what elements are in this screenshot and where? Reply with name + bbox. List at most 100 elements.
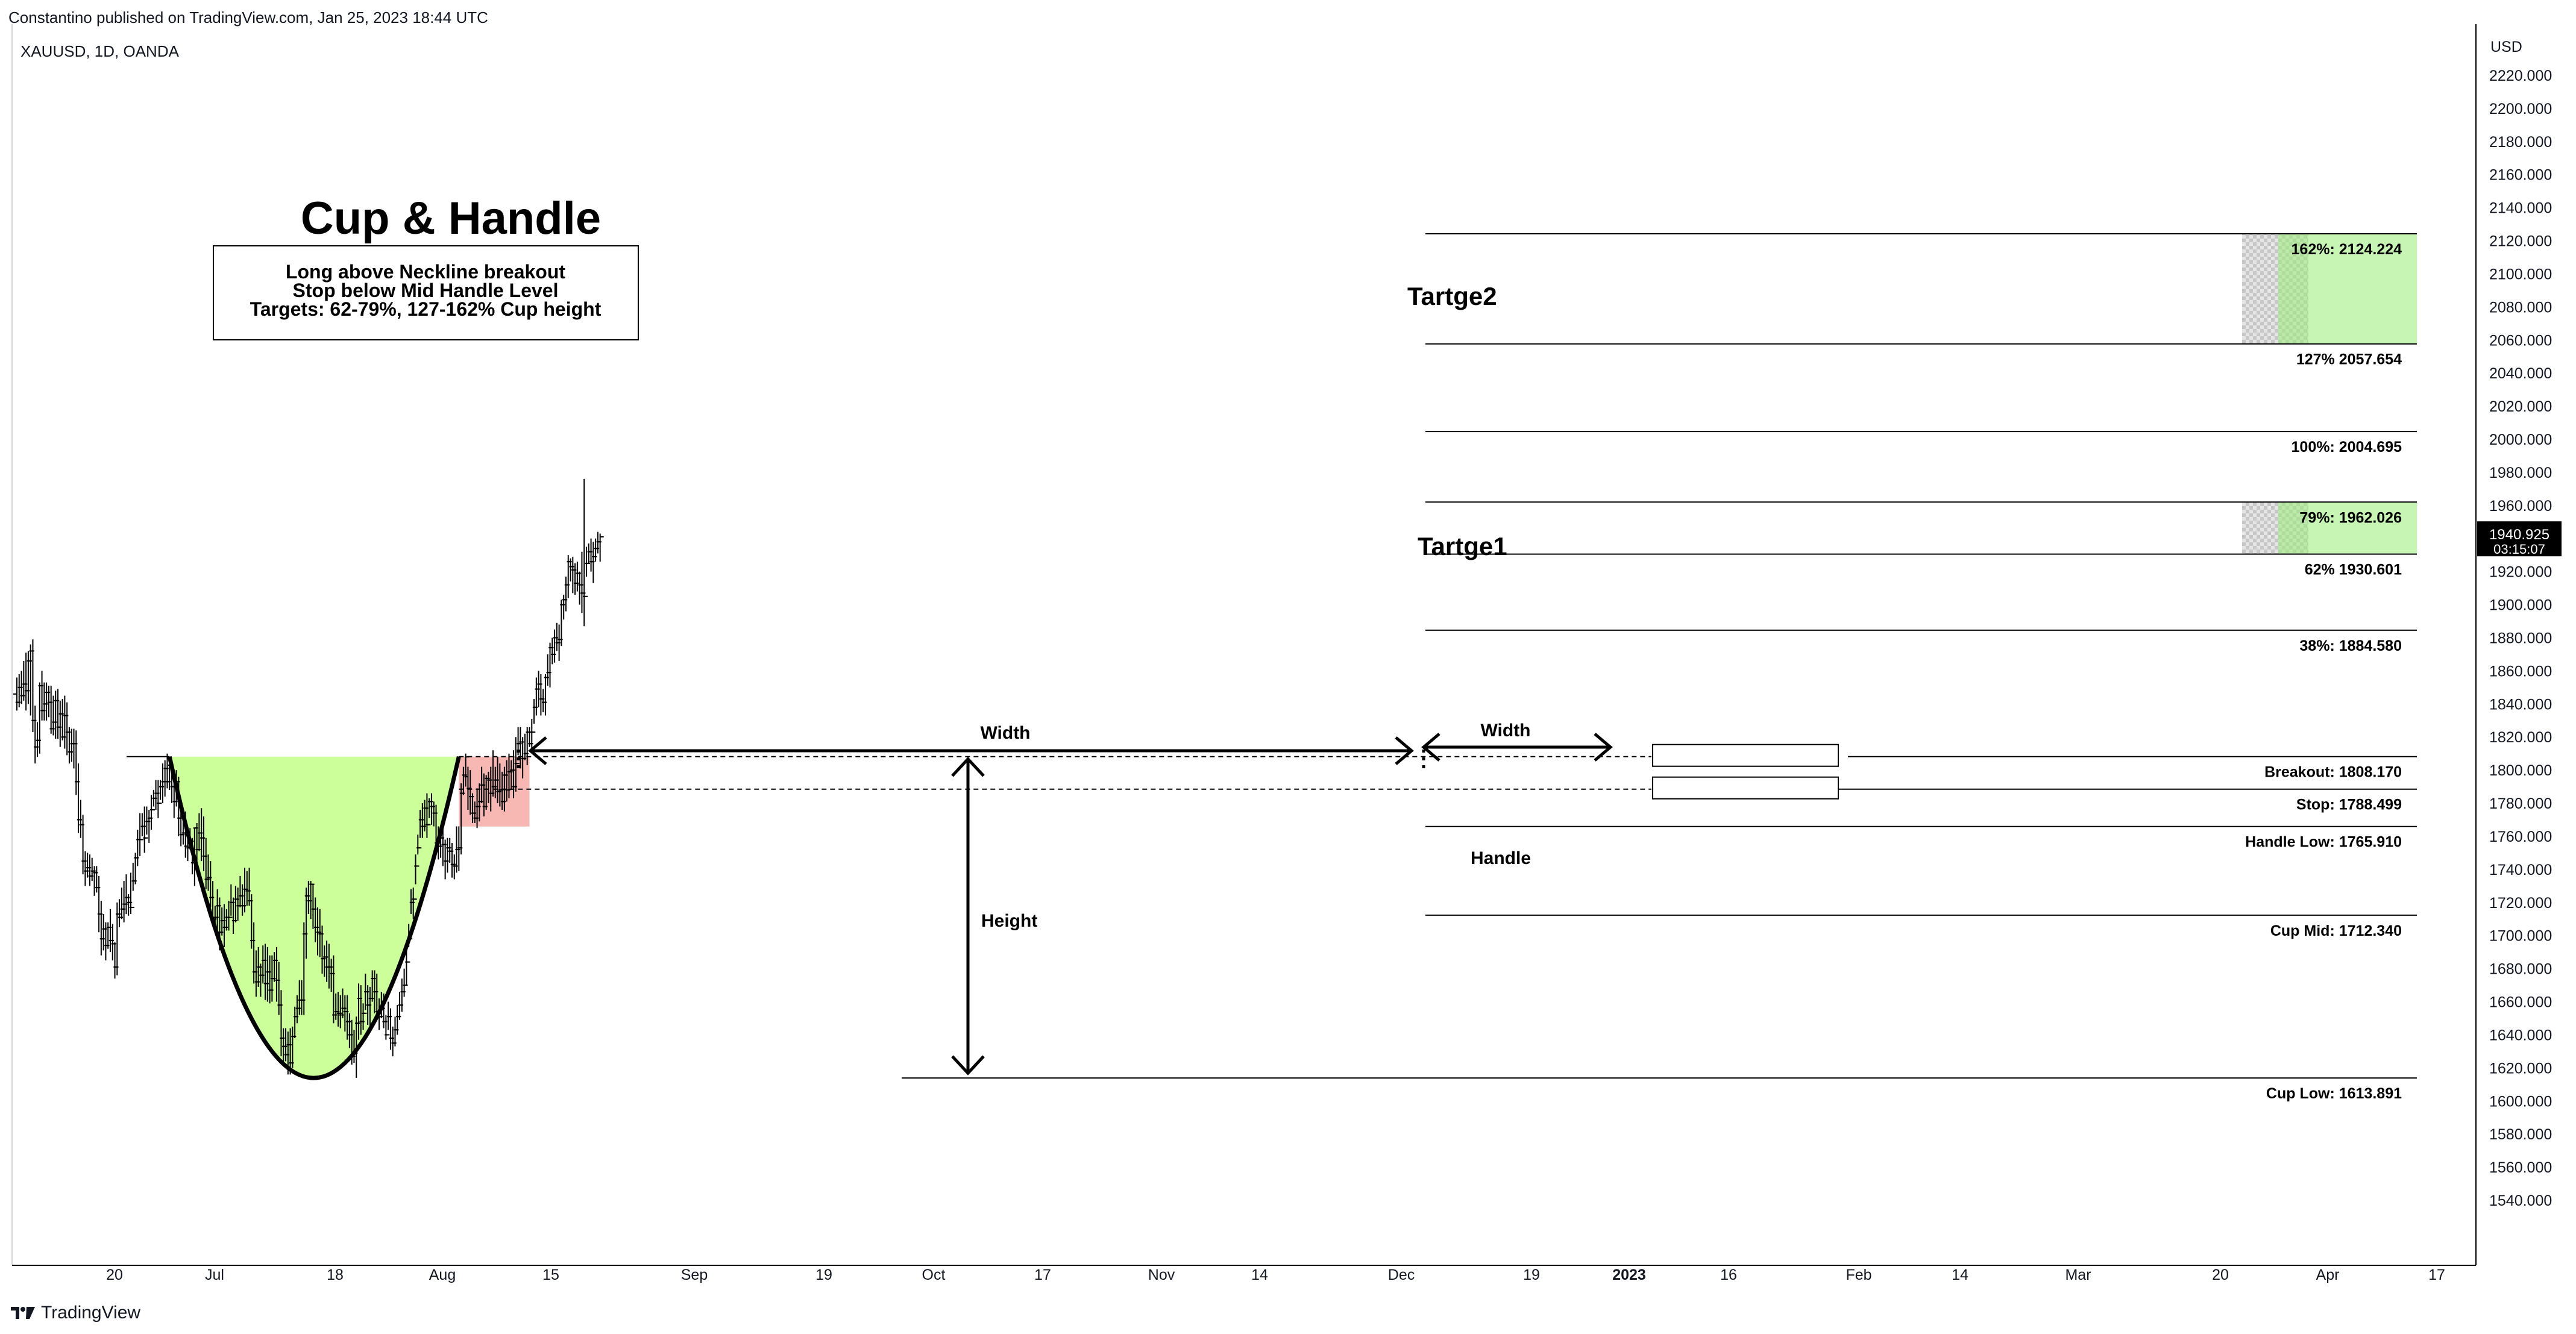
y-tick-label: 2140.000	[2489, 200, 2552, 217]
tradingview-brand: TradingView	[41, 1303, 141, 1323]
y-tick-label: 2120.000	[2489, 233, 2552, 250]
height-arrow-top	[951, 757, 985, 777]
y-tick-label: 2000.000	[2489, 431, 2552, 448]
y-tick-label: 2160.000	[2489, 167, 2552, 184]
cup-curve	[167, 756, 461, 1080]
x-tick-label: 15	[542, 1267, 559, 1283]
cup-width-arrow-head-left	[528, 736, 547, 765]
breakout-box	[1652, 744, 1839, 767]
y-tick-label: 1820.000	[2489, 729, 2552, 746]
x-tick-label: 18	[327, 1267, 344, 1283]
y-tick-label: 1540.000	[2489, 1192, 2552, 1209]
handle-width-label: Width	[1480, 721, 1530, 741]
level-label: 162%: 2124.224	[2292, 241, 2402, 258]
level-label: Cup Low: 1613.891	[2266, 1085, 2402, 1102]
chart-title: Cup & Handle	[301, 193, 601, 244]
y-tick-label: 1980.000	[2489, 465, 2552, 481]
target1-zone	[2278, 502, 2417, 554]
x-tick-label: Mar	[2065, 1267, 2091, 1283]
y-tick-label: 1680.000	[2489, 961, 2552, 978]
note-line: Stop below Mid Handle Level	[293, 280, 559, 301]
note-line: Long above Neckline breakout	[286, 261, 565, 283]
handle-label: Handle	[1471, 848, 1531, 868]
y-tick-label: 1560.000	[2489, 1159, 2552, 1176]
currency-label: USD	[2490, 39, 2522, 55]
y-tick-label: 1700.000	[2489, 928, 2552, 945]
y-tick-label: 1920.000	[2489, 564, 2552, 581]
y-tick-label: 2020.000	[2489, 398, 2552, 415]
handle-width-arrow-head-right	[1594, 733, 1613, 762]
x-tick-label: 19	[1523, 1267, 1540, 1283]
stop-box	[1652, 776, 1839, 800]
x-tick-label: Oct	[922, 1267, 946, 1283]
level-label: Stop: 1788.499	[2296, 797, 2402, 813]
symbol-info: XAUUSD, 1D, OANDA	[20, 42, 179, 60]
y-tick-label: 2200.000	[2489, 101, 2552, 117]
y-tick-label: 2220.000	[2489, 67, 2552, 84]
note-line: Targets: 62-79%, 127-162% Cup height	[250, 298, 602, 320]
x-tick-label: 17	[2428, 1267, 2445, 1283]
y-tick-label: 1780.000	[2489, 795, 2552, 812]
level-label: 100%: 2004.695	[2292, 439, 2402, 456]
last-price-value: 1940.925	[2489, 527, 2549, 543]
y-tick-label: 1840.000	[2489, 696, 2552, 713]
published-header: Constantino published on TradingView.com…	[8, 8, 488, 27]
x-tick-label: 16	[1720, 1267, 1737, 1283]
y-tick-label: 1960.000	[2489, 498, 2552, 515]
note-box	[213, 245, 639, 340]
handle-width-arrow-head-left	[1421, 733, 1440, 762]
y-tick-label: 1740.000	[2489, 862, 2552, 878]
y-tick-label: 2180.000	[2489, 134, 2552, 151]
x-tick-label: 20	[106, 1267, 123, 1283]
level-label: 79%: 1962.026	[2299, 509, 2402, 526]
y-tick-label: 1600.000	[2489, 1093, 2552, 1110]
x-tick-label: 14	[1251, 1267, 1268, 1283]
last-price-tag	[2477, 521, 2562, 557]
level-label: Handle Low: 1765.910	[2245, 834, 2402, 851]
x-tick-label: Feb	[1846, 1267, 1871, 1283]
y-tick-label: 1900.000	[2489, 597, 2552, 614]
level-label: Cup Mid: 1712.340	[2270, 922, 2402, 939]
level-label: 62% 1930.601	[2305, 562, 2402, 578]
cup-width-arrow-head-right	[1395, 736, 1414, 765]
height-arrow-bottom	[951, 1055, 985, 1076]
handle-width-arrow	[1421, 733, 1613, 762]
y-tick-label: 1640.000	[2489, 1027, 2552, 1044]
height-label: Height	[981, 911, 1037, 931]
x-tick-label: Aug	[429, 1267, 456, 1283]
y-tick-label: 1580.000	[2489, 1126, 2552, 1143]
y-tick-label: 1760.000	[2489, 828, 2552, 845]
countdown: 03:15:07	[2493, 542, 2545, 557]
y-tick-label: 1720.000	[2489, 895, 2552, 912]
cup-width-label: Width	[980, 723, 1030, 743]
x-tick-label: Sep	[681, 1267, 708, 1283]
level-label: 38%: 1884.580	[2299, 637, 2402, 654]
x-tick-label: Jul	[205, 1267, 224, 1283]
y-tick-label: 2100.000	[2489, 266, 2552, 283]
x-tick-label: 20	[2212, 1267, 2229, 1283]
target2-label: Tartge2	[1407, 282, 1497, 310]
ohlc-bar[interactable]	[596, 533, 604, 562]
y-tick-label: 1660.000	[2489, 994, 2552, 1011]
target2-zone	[2278, 233, 2417, 344]
x-tick-label: Nov	[1148, 1267, 1175, 1283]
y-tick-label: 1860.000	[2489, 663, 2552, 680]
x-tick-label: 14	[1952, 1267, 1968, 1283]
y-tick-label: 2040.000	[2489, 365, 2552, 382]
x-tick-label: 19	[815, 1267, 832, 1283]
x-tick-label: 17	[1034, 1267, 1051, 1283]
y-tick-label: 2080.000	[2489, 299, 2552, 316]
x-tick-label: 2023	[1612, 1267, 1646, 1283]
y-tick-label: 1620.000	[2489, 1060, 2552, 1077]
tradingview-logo-icon	[11, 1307, 35, 1319]
y-tick-label: 1800.000	[2489, 762, 2552, 779]
level-label: 127% 2057.654	[2296, 351, 2402, 368]
tradingview-logo[interactable]: TradingView	[11, 1303, 140, 1323]
y-tick-label: 2060.000	[2489, 332, 2552, 349]
y-tick-label: 1880.000	[2489, 630, 2552, 647]
x-tick-label: Apr	[2316, 1267, 2340, 1283]
x-tick-label: Dec	[1388, 1267, 1415, 1283]
cup-width-arrow	[528, 736, 1414, 765]
target1-label: Tartge1	[1418, 532, 1507, 560]
